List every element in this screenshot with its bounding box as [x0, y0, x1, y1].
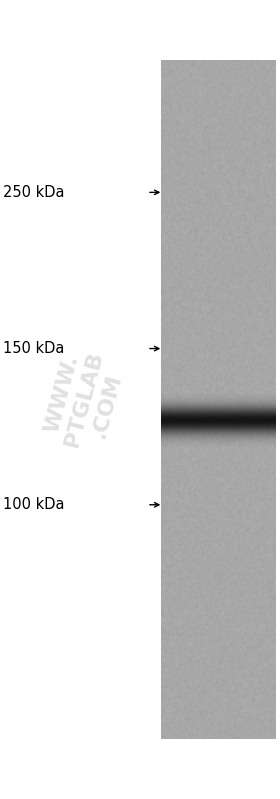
Text: 250 kDa: 250 kDa [3, 185, 64, 200]
Text: WWW.
PTGLAB
.COM: WWW. PTGLAB .COM [39, 344, 129, 455]
Text: 100 kDa: 100 kDa [3, 497, 64, 512]
Text: 150 kDa: 150 kDa [3, 341, 64, 356]
